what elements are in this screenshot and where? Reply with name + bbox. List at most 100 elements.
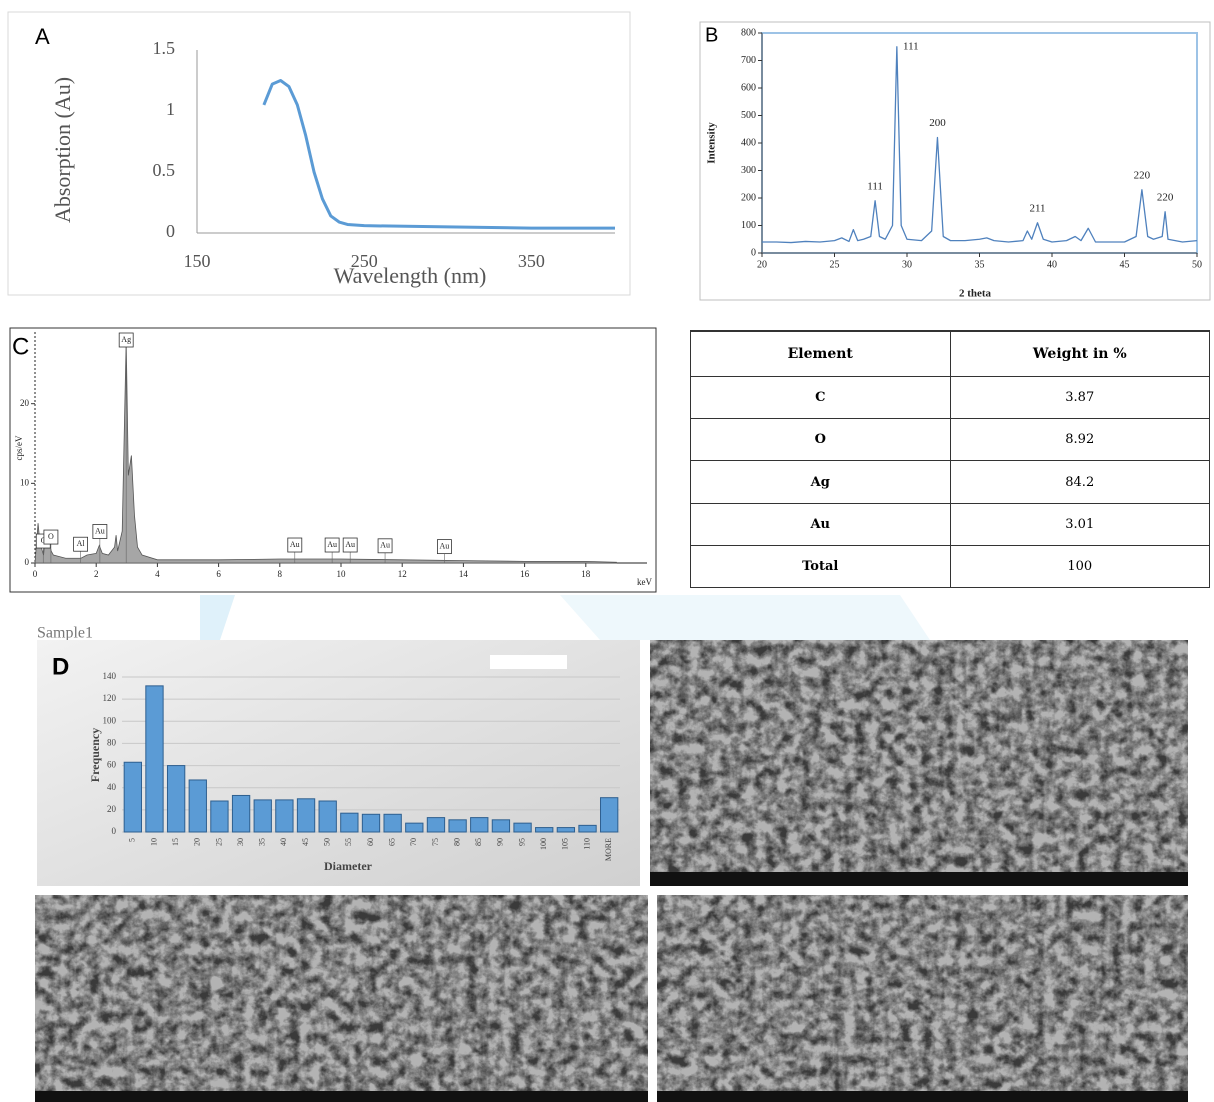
bar: [448, 819, 467, 833]
sem-image: [35, 895, 648, 1102]
peak-label: Au: [290, 540, 300, 549]
y-axis-title: Absorption (Au): [50, 77, 75, 223]
table-row: Total 100: [690, 544, 1210, 589]
table-cell: 8.92: [949, 418, 1210, 462]
table-header-row: Element Weight in %: [690, 330, 1210, 378]
x-tick-label: 105: [561, 838, 570, 850]
peak-label-box: [324, 537, 340, 553]
x-tick-label: 25: [830, 259, 840, 270]
y-tick-label: 20: [107, 804, 117, 814]
panel-label: D: [52, 653, 69, 680]
peak-label-box: [73, 536, 88, 552]
panel-label: C: [12, 333, 29, 360]
y-tick-label: 0: [166, 221, 175, 241]
x-tick-label: 65: [387, 838, 396, 846]
peak-label: C: [41, 536, 46, 545]
y-tick-label: 20: [20, 398, 30, 408]
watermark: [560, 595, 930, 640]
peak-label-box: [342, 537, 358, 553]
peak-annotation: 211: [1029, 202, 1045, 214]
x-tick-label: 40: [279, 838, 288, 846]
x-tick-label: 350: [518, 251, 545, 271]
table-cell: 3.87: [949, 376, 1210, 420]
element-table: Element Weight in % C 3.87 O 8.92 Ag 84.2 Au 3.01…: [690, 330, 1210, 589]
panel-label: A: [35, 24, 50, 49]
peak-label: Au: [440, 541, 450, 550]
table-cell: Ag: [690, 460, 951, 504]
y-tick-label: 0: [112, 826, 117, 836]
x-tick-label: 50: [323, 838, 332, 846]
x-tick-label: 4: [155, 569, 160, 579]
sem-image: [650, 640, 1188, 886]
y-tick-label: 700: [741, 55, 756, 66]
table-row: O 8.92: [690, 418, 1210, 462]
table-row: Ag 84.2: [690, 460, 1210, 504]
table-row: Au 3.01: [690, 502, 1210, 546]
x-tick-label: 40: [1047, 259, 1057, 270]
bar: [556, 827, 576, 833]
peak-label: Al: [77, 539, 86, 548]
peak-label-box: [377, 538, 393, 554]
y-tick-label: 140: [103, 671, 117, 681]
x-tick-label: MORE: [604, 838, 613, 861]
y-axis-title: cps/eV: [14, 435, 24, 460]
x-tick-label: 90: [496, 838, 505, 846]
table-cell: C: [690, 376, 951, 420]
chart-title: Sample1: [37, 625, 93, 642]
y-axis-title: Frequency: [88, 728, 102, 782]
x-tick-label: 35: [258, 838, 267, 846]
y-tick-label: 400: [741, 137, 756, 148]
bar: [145, 685, 164, 833]
bar: [231, 794, 251, 833]
x-tick-label: 30: [902, 259, 912, 270]
header-cell: Element: [690, 330, 951, 378]
bar: [361, 813, 381, 833]
peak-label-box: [92, 524, 108, 539]
y-tick-label: 600: [741, 82, 756, 93]
x-tick-label: 25: [214, 838, 223, 846]
x-tick-label: 85: [474, 838, 483, 846]
y-tick-label: 1: [166, 99, 175, 119]
x-tick-label: 70: [409, 838, 418, 846]
x-tick-label: 75: [431, 838, 440, 846]
table-cell: 100: [949, 544, 1210, 589]
y-tick-label: 0: [751, 247, 756, 258]
x-tick-label: 95: [517, 838, 526, 846]
y-tick-label: 80: [107, 737, 117, 747]
x-tick-label: 150: [184, 251, 211, 271]
x-tick-label: 35: [975, 259, 985, 270]
peak-label-box: [43, 529, 59, 545]
bar: [383, 813, 402, 833]
y-tick-label: 200: [741, 192, 756, 203]
x-tick-label: 6: [216, 569, 221, 579]
panel-label: B: [705, 24, 718, 46]
bar: [578, 824, 597, 833]
bar: [253, 799, 272, 833]
watermark: [200, 595, 235, 640]
y-tick-label: 100: [741, 220, 756, 231]
bar: [296, 798, 316, 833]
y-axis-title: Intensity: [706, 122, 718, 164]
x-tick-label: 45: [1120, 259, 1130, 270]
peak-label-box: [437, 539, 452, 555]
x-tick-label: 80: [452, 838, 461, 846]
y-tick-label: 800: [741, 27, 756, 38]
peak-label: Au: [380, 541, 390, 550]
peak-annotation: 200: [929, 117, 946, 129]
bar: [513, 822, 532, 833]
bar: [275, 799, 294, 833]
y-tick-label: 120: [103, 693, 117, 703]
bar: [600, 797, 619, 833]
x-tick-label: 14: [459, 569, 469, 579]
bar: [166, 765, 186, 833]
header-cell: Weight in %: [949, 330, 1210, 378]
bar: [340, 812, 359, 833]
y-tick-label: 0: [25, 557, 30, 567]
x-axis-title: Wavelength (nm): [334, 263, 487, 288]
bar: [318, 800, 337, 833]
peak-label-box: [287, 537, 303, 553]
x-tick-label: 50: [1192, 259, 1202, 270]
sem-image: [657, 895, 1188, 1102]
table-cell: 3.01: [949, 502, 1210, 546]
